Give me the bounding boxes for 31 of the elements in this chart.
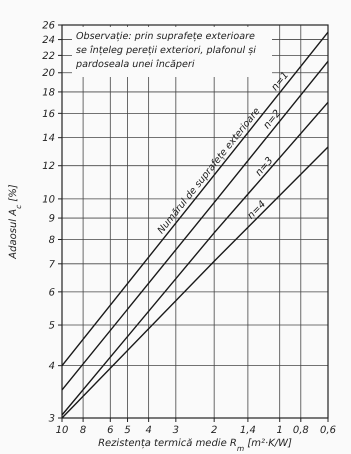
x-axis-title: Rezistența termică medie R$_{m}$ [m²·K/W] — [98, 438, 292, 452]
y-tick-label: 5 — [48, 320, 55, 332]
y-tick-label: 7 — [48, 259, 56, 270]
y-tick-label: 14 — [42, 133, 55, 144]
y-tick-label: 6 — [48, 287, 55, 298]
y-tick-label: 8 — [48, 235, 55, 246]
x-tick-label: 0,6 — [320, 425, 336, 436]
y-tick-label: 4 — [48, 361, 55, 372]
y-tick-label: 22 — [42, 50, 55, 62]
x-tick-label: 10 — [56, 425, 68, 436]
y-tick-label: 24 — [42, 35, 55, 46]
x-tick-label: 0,8 — [292, 425, 309, 436]
x-tick-label: 1 — [276, 425, 283, 436]
y-tick-label: 18 — [42, 87, 55, 98]
x-tick-label: 5 — [124, 425, 131, 436]
y-tick-label: 3 — [48, 414, 55, 424]
y-tick-label: 10 — [42, 194, 55, 206]
x-tick-label: 6 — [107, 425, 114, 436]
x-tick-label: 8 — [80, 425, 86, 436]
y-tick-label: 9 — [48, 214, 55, 225]
annotation: Observație: prin suprafețe exterioare — [76, 31, 256, 42]
x-tick-label: 2 — [210, 425, 218, 436]
y-tick-label: 26 — [42, 20, 55, 32]
y-tick-label: 16 — [42, 108, 55, 120]
y-tick-label: 12 — [42, 161, 55, 172]
annotation: se înțeleg pereții exteriori, plafonul și — [76, 45, 256, 56]
y-tick-label: 20 — [42, 68, 55, 80]
x-tick-label: 3 — [172, 425, 180, 436]
annotation: pardoseala unei încăperi — [75, 59, 195, 70]
x-tick-label: 1,4 — [240, 425, 256, 436]
x-tick-label: 4 — [145, 425, 152, 436]
